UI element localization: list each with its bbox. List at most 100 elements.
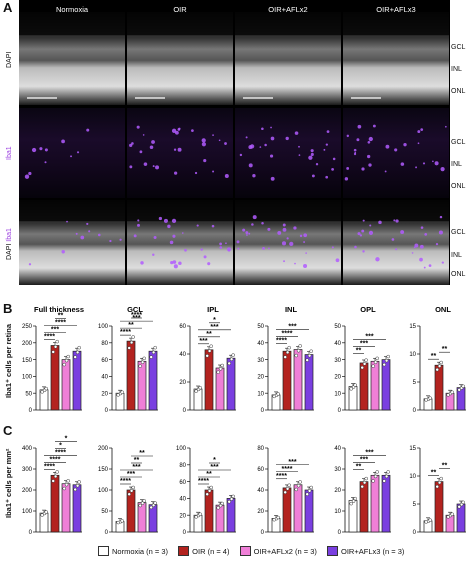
data-point <box>127 346 131 350</box>
data-point <box>227 500 231 504</box>
y-tick-label: 20 <box>257 375 264 381</box>
iba1-cell-dot <box>303 263 308 269</box>
data-point <box>140 501 145 505</box>
bar-charts: Full thickness050100150200250***********… <box>22 305 466 536</box>
y-tick-label: 5 <box>413 380 417 386</box>
iba1-cell-dot <box>361 167 365 171</box>
legend-item-aflx3: OIR+AFLx3 (n = 3) <box>327 546 404 556</box>
significance-label: ** <box>431 470 437 477</box>
data-point <box>362 480 367 485</box>
data-point <box>450 512 454 516</box>
iba1-cell-dot <box>28 263 32 266</box>
data-point <box>294 487 298 492</box>
bar-oir-aflx3 <box>304 489 314 533</box>
panel-a-label: A <box>3 0 13 15</box>
data-point <box>216 506 220 510</box>
data-point <box>127 492 131 496</box>
y-tick-label: 80 <box>101 341 108 347</box>
row-label-merge-iba1: Iba1 <box>6 228 13 242</box>
bar-normoxia <box>348 500 358 533</box>
y-tick-label: 100 <box>176 446 187 452</box>
iba1-cell-dot <box>24 174 30 179</box>
iba1-cell-dot <box>261 221 264 225</box>
data-point <box>229 357 234 361</box>
iba1-cell-dot <box>305 252 307 254</box>
iba1-cell-dot <box>80 235 85 240</box>
iba1-cell-dot <box>142 134 145 136</box>
iba1-cell-dot <box>311 174 315 178</box>
iba1-cell-dot <box>86 222 89 226</box>
bar-oir <box>204 349 214 411</box>
data-point <box>287 345 291 350</box>
iba1-cell-dot <box>413 246 416 249</box>
iba1-cell-dot <box>239 153 243 157</box>
iba1-cell-dot <box>203 255 207 259</box>
y-tick-label: 100 <box>98 324 109 330</box>
significance-label: ** <box>442 463 448 470</box>
data-point <box>53 345 58 349</box>
significance-label: ** <box>128 322 134 329</box>
data-point <box>353 383 357 387</box>
bar-oir <box>50 474 60 533</box>
y-tick-label: 200 <box>22 341 33 347</box>
y-tick-label: 0 <box>29 408 33 414</box>
data-point <box>75 483 80 488</box>
iba1-cell-dot <box>228 249 231 252</box>
data-point <box>131 335 135 339</box>
iba1-cell-dot <box>298 154 301 157</box>
layer-label-gcl-3: GCL <box>451 229 466 236</box>
y-tick-label: 40 <box>101 375 108 381</box>
iba1-cell-dot <box>252 215 257 220</box>
data-point <box>428 518 432 522</box>
data-point <box>140 360 145 365</box>
data-point <box>386 354 390 359</box>
y-tick-label: 50 <box>334 324 341 330</box>
data-point <box>207 349 212 353</box>
y-tick-label: 40 <box>334 446 341 452</box>
iba1-cell-dot <box>331 246 334 249</box>
iba1-cell-dot <box>385 144 390 149</box>
iba1-cell-dot <box>137 219 140 222</box>
y-tick-label: 40 <box>334 341 341 347</box>
data-point <box>375 356 379 361</box>
iba1-cell-dot <box>152 165 155 168</box>
iba1-cell-dot <box>158 216 163 221</box>
chart-title: IPL <box>207 305 219 314</box>
data-point <box>229 497 234 501</box>
iba1-cell-dot <box>439 215 443 219</box>
iba1-cell-dot <box>86 128 90 132</box>
bar-oir-aflx2 <box>137 502 147 533</box>
bar-oir <box>50 345 60 411</box>
significance-label: * <box>65 435 68 442</box>
data-point <box>55 470 59 474</box>
significance-label: **** <box>50 456 61 463</box>
data-point <box>62 486 66 491</box>
data-point <box>276 392 280 396</box>
iba1-cell-dot <box>393 219 396 222</box>
data-point <box>457 505 461 509</box>
bar-oir-aflx3 <box>381 474 391 533</box>
iba1-cell-dot <box>152 253 155 256</box>
layer-label-onl-2: ONL <box>451 183 466 190</box>
iba1-cell-dot <box>174 171 178 175</box>
data-point <box>66 479 70 483</box>
data-point <box>307 353 312 358</box>
data-point <box>153 501 157 505</box>
iba1-cell-dot <box>44 148 48 152</box>
micrograph-tile <box>343 108 449 198</box>
iba1-cell-dot <box>335 258 340 263</box>
iba1-cell-dot <box>172 260 177 264</box>
y-tick-label: 0 <box>338 530 342 536</box>
iba1-cell-dot <box>129 165 133 169</box>
iba1-cell-dot <box>299 234 303 238</box>
iba1-cell-dot <box>171 218 177 224</box>
data-point <box>450 390 454 394</box>
layer-label-onl-1: ONL <box>451 88 466 95</box>
iba1-cell-dot <box>384 170 387 173</box>
iba1-cell-dot <box>224 142 227 145</box>
data-point <box>62 362 66 367</box>
significance-label: ** <box>442 346 448 353</box>
iba1-cell-dot <box>218 139 221 142</box>
y-tick-label: 200 <box>98 446 109 452</box>
